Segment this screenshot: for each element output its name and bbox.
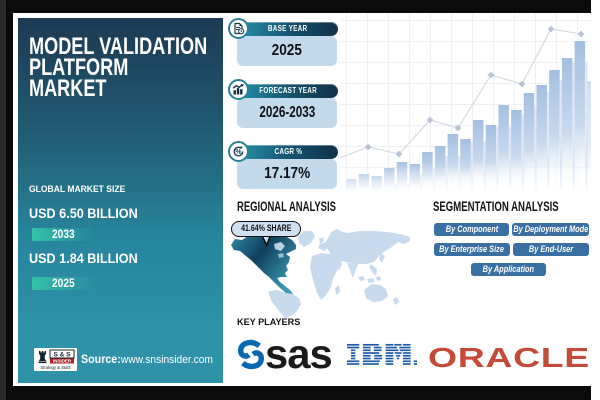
svg-text:Strategy & Stats: Strategy & Stats [40,365,70,370]
svg-text:INSIDER: INSIDER [53,359,72,364]
svg-text:%: % [235,149,242,156]
svg-text:S & S: S & S [54,352,72,359]
